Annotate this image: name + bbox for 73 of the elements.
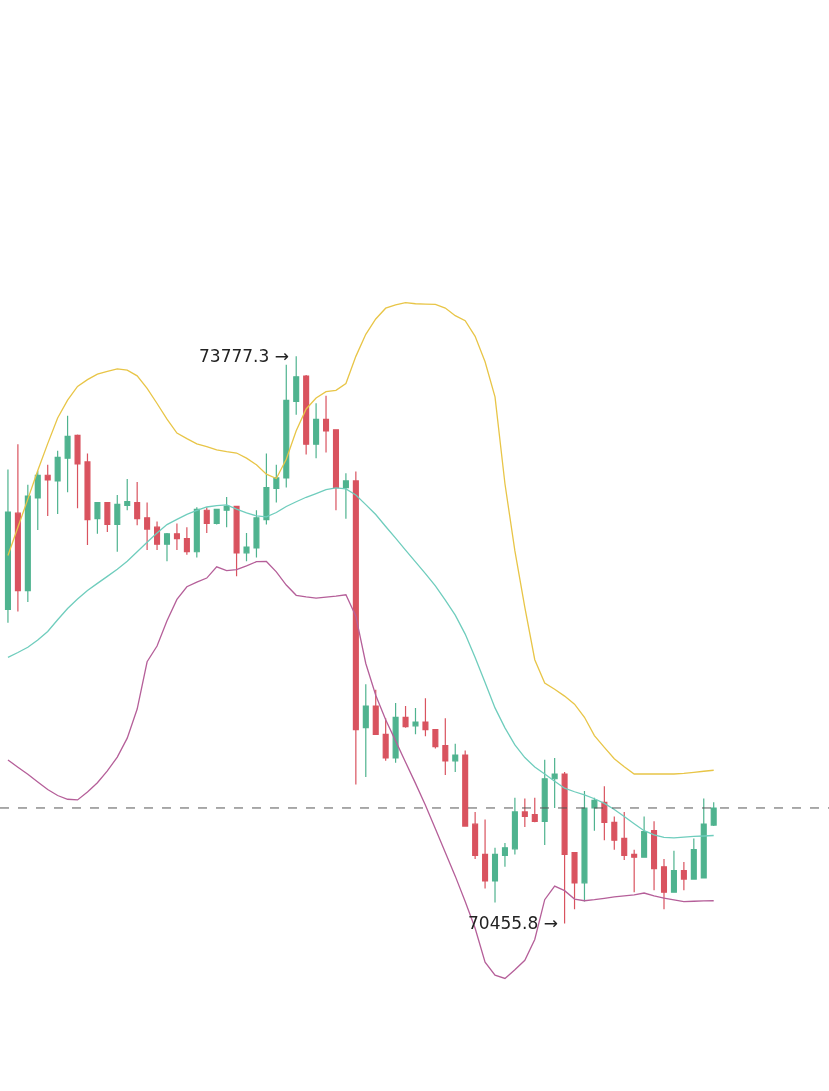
candlestick [690, 837, 697, 880]
candlestick [611, 815, 618, 851]
candlestick [452, 743, 459, 773]
candlestick [680, 861, 687, 891]
candlestick [293, 355, 300, 416]
candlestick [283, 364, 290, 489]
candlestick [432, 728, 439, 750]
candlestick [541, 759, 548, 846]
candlestick [173, 522, 180, 551]
candlestick [641, 815, 648, 858]
candlestick [511, 797, 518, 856]
candlestick [392, 702, 399, 764]
candlestick [631, 849, 638, 893]
candlestick [323, 395, 330, 454]
candlestick [114, 494, 121, 553]
candlestick [462, 749, 469, 827]
candlestick [491, 847, 499, 904]
candlestick [313, 402, 320, 459]
candlestick [442, 717, 449, 776]
candlestick [104, 501, 111, 533]
candlestick [74, 433, 81, 509]
candlestick [342, 472, 349, 520]
candlestick [193, 506, 200, 558]
candlestick [134, 481, 141, 526]
candlestick [412, 707, 419, 735]
candlestick [332, 429, 340, 511]
candlestick [163, 532, 171, 562]
candlestick [521, 797, 528, 828]
candlestick [84, 452, 91, 546]
candlestick [183, 526, 190, 556]
candlestick [4, 469, 11, 624]
annotation: 70455.8 → [468, 913, 558, 933]
candlestick [531, 797, 538, 823]
candlestick [700, 797, 707, 879]
candlestick [203, 506, 210, 534]
candlestick [14, 443, 21, 612]
candlestick [54, 450, 61, 515]
candlestick [482, 818, 489, 890]
candlestick [472, 811, 479, 860]
candlestick [561, 771, 568, 925]
candlestick [124, 478, 131, 511]
candlestick [34, 470, 41, 531]
candlestick [154, 520, 161, 551]
candlestick [372, 689, 379, 735]
candlestick [253, 509, 260, 558]
candlestick [24, 484, 31, 603]
candlestick [501, 842, 508, 868]
candlestick [362, 683, 369, 778]
candlestick [243, 532, 250, 562]
candlestick [710, 801, 717, 827]
candlestick [402, 705, 409, 729]
candlestick [660, 858, 668, 910]
candlestick [621, 811, 628, 861]
candlestick [233, 505, 240, 577]
candlestick [44, 464, 51, 517]
candlestick [263, 452, 270, 526]
candlestick [581, 790, 588, 903]
candlestick [591, 797, 598, 832]
candlestick [213, 508, 220, 526]
candlestick [303, 374, 310, 455]
candlestick [571, 851, 578, 910]
candlestick [551, 757, 558, 809]
candlestick [352, 470, 359, 786]
candlestick [223, 496, 230, 528]
candlestick [601, 785, 608, 841]
annotation: 73777.3 → [199, 346, 289, 366]
candlestick [670, 850, 677, 893]
candlestick [144, 501, 151, 551]
candlestick [651, 820, 658, 891]
candlestick [422, 697, 429, 737]
candlestick [94, 501, 101, 535]
candlestick [64, 415, 71, 493]
candlestick [273, 464, 280, 504]
